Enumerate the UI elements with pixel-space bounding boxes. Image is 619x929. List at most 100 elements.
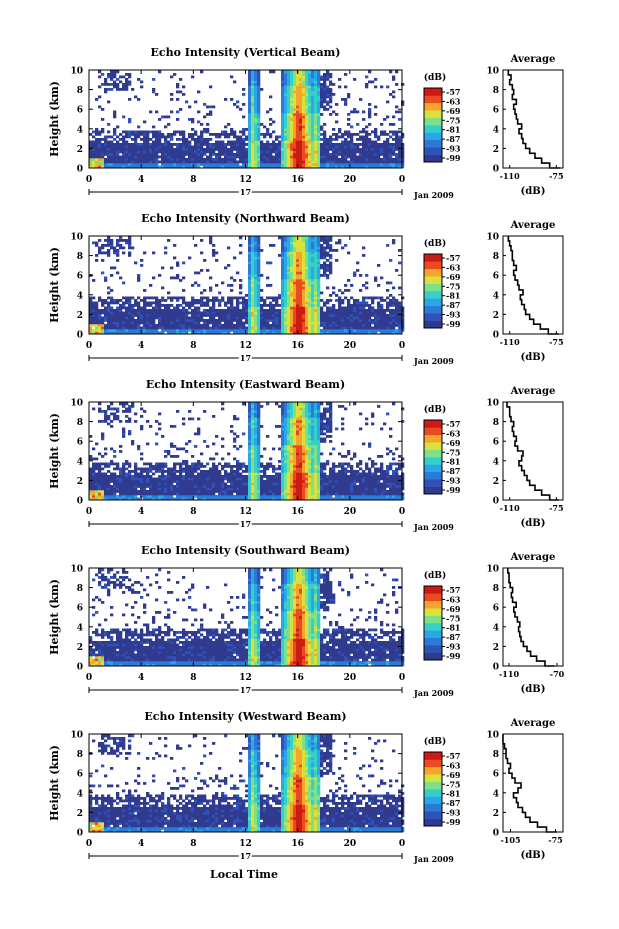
- profile-line: [502, 734, 557, 833]
- x-tick-label: 12: [239, 673, 252, 683]
- colorbar-segment: [424, 457, 442, 465]
- profile-y-tick-label: 6: [493, 604, 499, 614]
- footer-x-axis-label: Local Time: [210, 868, 278, 881]
- profile-title: Average: [510, 386, 556, 397]
- profile-frame: [502, 733, 564, 833]
- profile-y-tick-label: 2: [493, 311, 499, 321]
- y-tick-label: 4: [77, 789, 83, 799]
- date-label: 17: [240, 187, 251, 197]
- colorbar-tick-label: -87: [446, 466, 460, 476]
- y-tick-label: 6: [77, 604, 83, 614]
- colorbar-frame: [423, 751, 443, 827]
- colorbar-tick-label: -93: [446, 808, 461, 818]
- x-tick-label: 0: [399, 673, 405, 683]
- colorbar-segment: [424, 313, 442, 321]
- y-tick-label: 0: [77, 165, 83, 175]
- profile-y-tick-label: 8: [493, 584, 499, 594]
- panel-2: Echo Intensity (Eastward Beam) 0 2 4 6 8 10 Hei…: [48, 378, 564, 532]
- profile-x-axis-label: (dB): [521, 850, 546, 861]
- colorbar-segment: [424, 593, 442, 602]
- y-axis-label: Height (km): [48, 413, 61, 489]
- colorbar-segment: [424, 796, 442, 805]
- y-tick-label: 4: [77, 125, 83, 135]
- profile-y-tick-label: 0: [493, 829, 499, 839]
- panel-1: Echo Intensity (Northward Beam) 0 2 4 6 8 10 He…: [48, 212, 564, 366]
- x-tick-label: 20: [344, 673, 357, 683]
- colorbar-segment: [424, 471, 442, 480]
- colorbar-segment: [424, 434, 442, 443]
- profile-title: Average: [510, 54, 556, 65]
- colorbar-tick-label: -93: [446, 476, 461, 486]
- colorbar-tick-label: -69: [446, 438, 461, 448]
- colorbar-tick-label: -93: [446, 642, 461, 652]
- profile-x-axis-label: (dB): [521, 186, 546, 197]
- colorbar-segment: [424, 759, 442, 768]
- colorbar-tick-label: -81: [446, 623, 460, 633]
- y-axis-label: Height (km): [48, 247, 61, 323]
- colorbar-tick-label: -87: [446, 300, 460, 310]
- x-tick-label: 16: [291, 507, 304, 517]
- colorbar-tick-label: -99: [446, 319, 461, 329]
- profile-y-tick-label: 6: [493, 106, 499, 116]
- profile-x-axis-label: (dB): [521, 352, 546, 363]
- x-tick-label: 4: [138, 673, 144, 683]
- x-tick-label: 0: [399, 175, 405, 185]
- colorbar-tick-label: -63: [446, 262, 461, 272]
- x-tick-label: 8: [190, 175, 196, 185]
- month-label: Jan 2009: [413, 190, 454, 200]
- x-tick-label: 4: [138, 839, 144, 849]
- y-tick-label: 6: [77, 770, 83, 780]
- colorbar-segment: [424, 139, 442, 148]
- date-label: 17: [240, 519, 251, 529]
- colorbar-tick-label: -99: [446, 817, 461, 827]
- y-axis-label: Height (km): [48, 579, 61, 655]
- profile-y-tick-label: 2: [493, 145, 499, 155]
- x-tick-label: 12: [239, 341, 252, 351]
- x-tick-label: 20: [344, 175, 357, 185]
- colorbar-segment: [424, 781, 442, 790]
- colorbar-label: (dB): [424, 238, 446, 249]
- colorbar-segment: [424, 254, 442, 262]
- x-tick-label: 0: [399, 507, 405, 517]
- profile-frame: [502, 235, 564, 335]
- colorbar-tick-label: -75: [446, 115, 460, 125]
- y-tick-label: 4: [77, 623, 83, 633]
- colorbar-segment: [424, 95, 442, 104]
- x-tick-label: 4: [138, 175, 144, 185]
- profile-title: Average: [510, 220, 556, 231]
- x-tick-label: 16: [291, 839, 304, 849]
- colorbar-tick-label: -75: [446, 447, 460, 457]
- colorbar-segment: [424, 789, 442, 797]
- profile-line: [506, 402, 559, 501]
- x-tick-label: 12: [239, 839, 252, 849]
- x-tick-label: 16: [291, 175, 304, 185]
- profile-x-tick-label: -110: [500, 337, 520, 347]
- month-label: Jan 2009: [413, 688, 454, 698]
- colorbar-tick-label: -81: [446, 125, 460, 135]
- panel-3: Echo Intensity (Southward Beam) 0 2 4 6 8 10 He…: [48, 544, 565, 698]
- colorbar-frame: [423, 87, 443, 163]
- y-tick-label: 10: [70, 233, 83, 243]
- colorbar-tick-label: -63: [446, 760, 461, 770]
- colorbar-segment: [424, 615, 442, 624]
- profile-y-tick-label: 10: [486, 731, 499, 741]
- colorbar-segment: [424, 645, 442, 653]
- profile-x-tick-label: -110: [499, 669, 519, 679]
- profile-y-tick-label: 10: [486, 67, 499, 77]
- colorbar-tick-label: -63: [446, 428, 461, 438]
- colorbar-tick-label: -75: [446, 613, 460, 623]
- y-tick-label: 8: [77, 418, 83, 428]
- profile-x-tick-label: -70: [550, 669, 565, 679]
- y-tick-label: 2: [77, 809, 83, 819]
- y-tick-label: 8: [77, 750, 83, 760]
- colorbar-frame: [423, 253, 443, 329]
- colorbar-segment: [424, 811, 442, 819]
- profile-y-tick-label: 8: [493, 252, 499, 262]
- x-tick-label: 0: [86, 507, 92, 517]
- panel-0: Echo Intensity (Vertical Beam) 0 2 4 6 8 10 Hei…: [48, 46, 564, 200]
- profile-y-tick-label: 10: [486, 399, 499, 409]
- colorbar-frame: [423, 419, 443, 495]
- y-tick-label: 2: [77, 311, 83, 321]
- profile-y-tick-label: 2: [493, 643, 499, 653]
- colorbar-tick-label: -81: [446, 789, 460, 799]
